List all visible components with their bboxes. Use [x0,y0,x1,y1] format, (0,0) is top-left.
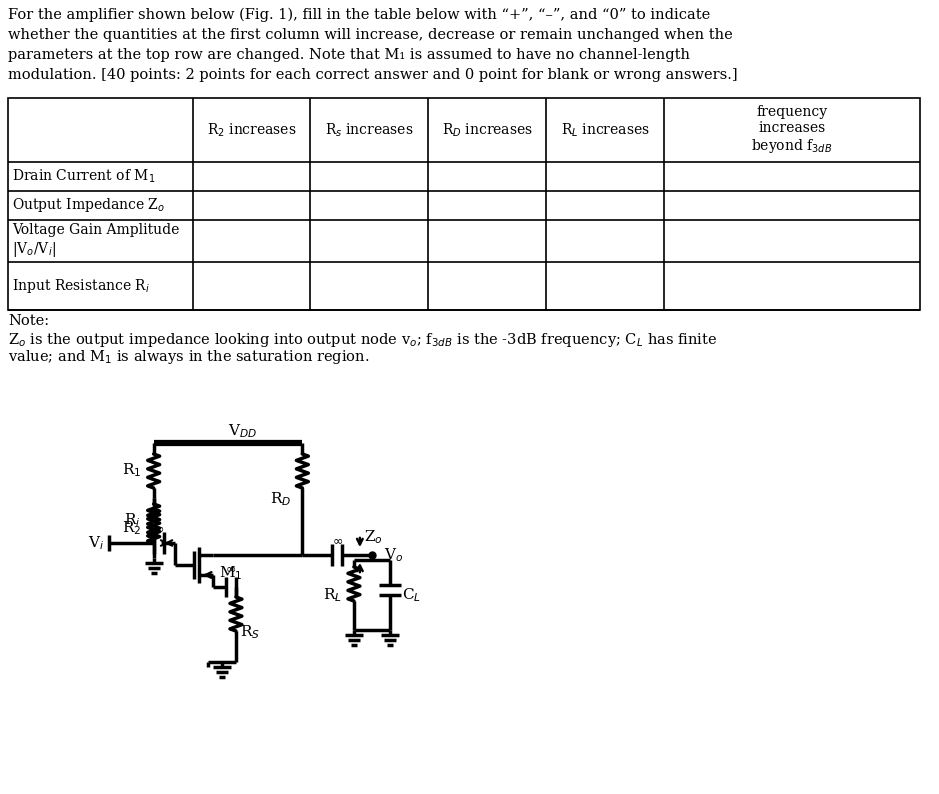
Text: $\infty$: $\infty$ [153,522,164,535]
Text: Z$_o$ is the output impedance looking into output node v$_o$; f$_{3dB}$ is the -: Z$_o$ is the output impedance looking in… [8,331,717,349]
Text: modulation. [40 points: 2 points for each correct answer and 0 point for blank o: modulation. [40 points: 2 points for eac… [8,68,737,82]
Text: M$_1$: M$_1$ [219,565,242,582]
Text: Output Impedance Z$_o$: Output Impedance Z$_o$ [12,196,165,214]
Text: whether the quantities at the first column will increase, decrease or remain unc: whether the quantities at the first colu… [8,28,732,42]
Text: R$_1$: R$_1$ [122,461,142,480]
Text: parameters at the top row are changed. Note that M₁ is assumed to have no channe: parameters at the top row are changed. N… [8,48,690,62]
Text: Voltage Gain Amplitude
|V$_o$/V$_i$|: Voltage Gain Amplitude |V$_o$/V$_i$| [12,223,179,259]
Text: frequency
increases
beyond f$_{3dB}$: frequency increases beyond f$_{3dB}$ [751,105,833,156]
Text: $\infty$: $\infty$ [331,534,343,548]
Text: R$_L$ increases: R$_L$ increases [561,121,650,139]
Text: value; and M$_1$ is always in the saturation region.: value; and M$_1$ is always in the satura… [8,348,369,366]
Text: $\infty$: $\infty$ [225,562,237,576]
Text: R$_L$: R$_L$ [323,586,342,604]
Text: R$_s$ increases: R$_s$ increases [325,121,413,139]
Text: R$_D$ increases: R$_D$ increases [442,121,532,139]
Text: R$_2$ increases: R$_2$ increases [207,121,297,139]
Text: R$_i$: R$_i$ [124,511,140,530]
Text: V$_i$: V$_i$ [88,534,104,552]
Text: R$_S$: R$_S$ [239,623,260,642]
Text: V$_o$: V$_o$ [384,546,403,564]
Text: For the amplifier shown below (Fig. 1), fill in the table below with “+”, “–”, a: For the amplifier shown below (Fig. 1), … [8,8,710,22]
Text: R$_D$: R$_D$ [269,490,291,508]
Text: Z$_o$: Z$_o$ [364,528,383,545]
Text: C$_L$: C$_L$ [402,586,421,604]
Text: V$_{DD}$: V$_{DD}$ [228,422,257,440]
Bar [8,98,920,310]
Text: Drain Current of M$_1$: Drain Current of M$_1$ [12,168,155,185]
Text: Note:: Note: [8,314,49,328]
Text: Input Resistance R$_i$: Input Resistance R$_i$ [12,277,150,295]
Text: R$_2$: R$_2$ [122,519,142,537]
